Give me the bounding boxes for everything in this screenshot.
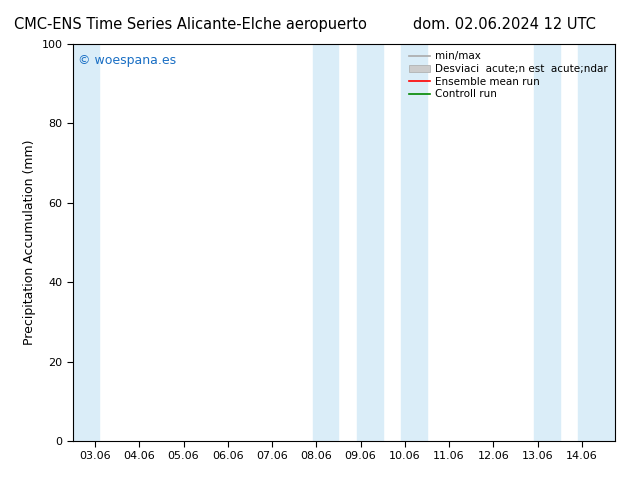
Text: CMC-ENS Time Series Alicante-Elche aeropuerto: CMC-ENS Time Series Alicante-Elche aerop… [14,17,366,32]
Text: © woespana.es: © woespana.es [79,54,176,67]
Bar [313,44,339,441]
Legend: min/max, Desviaci  acute;n est  acute;ndar, Ensemble mean run, Controll run: min/max, Desviaci acute;n est acute;ndar… [407,49,610,101]
Bar [357,44,383,441]
Bar [578,44,615,441]
Y-axis label: Precipitation Accumulation (mm): Precipitation Accumulation (mm) [23,140,36,345]
Bar [534,44,560,441]
Text: dom. 02.06.2024 12 UTC: dom. 02.06.2024 12 UTC [413,17,595,32]
Bar [401,44,427,441]
Bar [73,44,98,441]
